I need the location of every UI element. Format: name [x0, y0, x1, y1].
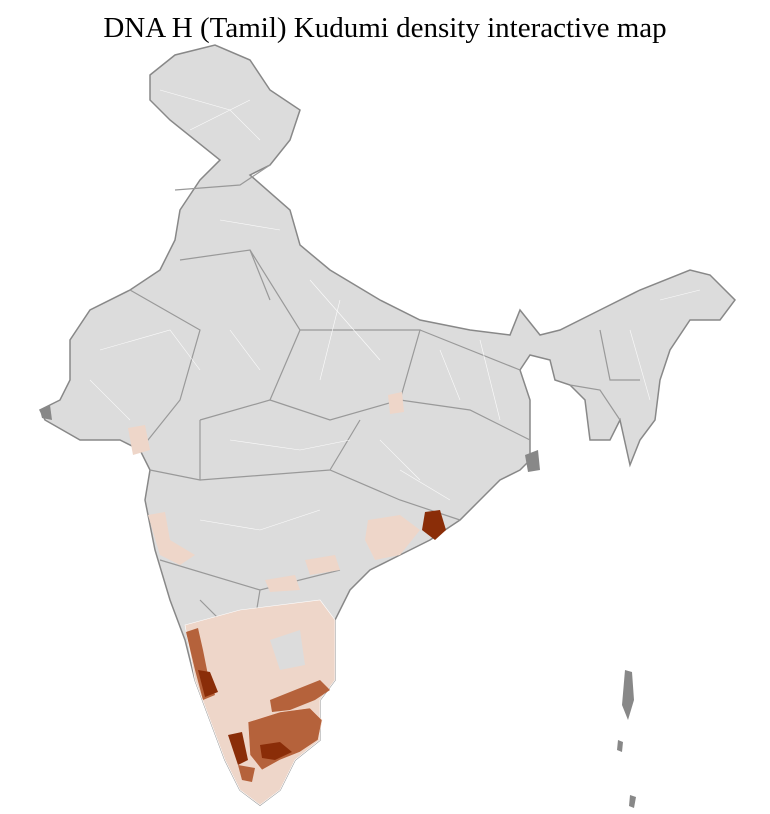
region-high-tamil-nadu[interactable]: [260, 742, 292, 760]
region-low-bihar[interactable]: [388, 392, 404, 414]
region-medium-kerala[interactable]: [238, 765, 255, 782]
region-low-maharashtra[interactable]: [148, 512, 195, 565]
region-no-data-karnataka-east[interactable]: [270, 630, 305, 670]
region-high-karnataka-coast[interactable]: [198, 670, 218, 697]
district-lines: [89, 89, 701, 531]
map-title: DNA H (Tamil) Kudumi density interactive…: [103, 12, 667, 44]
region-low-gujarat[interactable]: [128, 425, 150, 455]
region-low-odisha[interactable]: [365, 515, 420, 560]
gujarat-coast-edge: [40, 405, 52, 420]
region-medium-tamil-nadu-north[interactable]: [270, 680, 330, 712]
region-low-telangana[interactable]: [265, 555, 340, 592]
island-chain[interactable]: [617, 670, 636, 808]
density-regions: [128, 392, 446, 806]
bangladesh-edge: [525, 450, 540, 472]
neighbour-fragments: [40, 405, 540, 472]
region-high-odisha[interactable]: [422, 510, 446, 540]
andaman-islands[interactable]: [617, 670, 636, 808]
region-high-kerala[interactable]: [228, 732, 248, 765]
region-low-south[interactable]: [184, 599, 336, 806]
